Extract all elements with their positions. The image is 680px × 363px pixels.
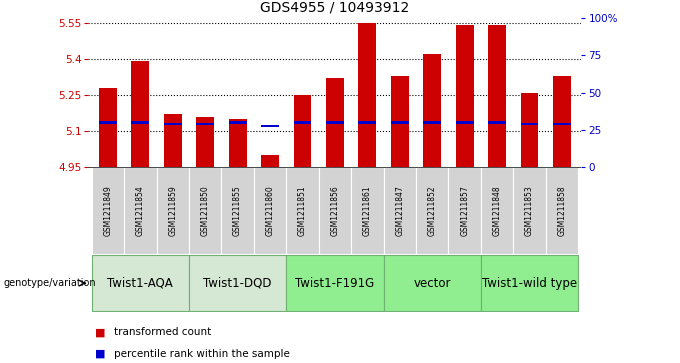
Text: GSM1211851: GSM1211851 (298, 185, 307, 236)
Text: Twist1-DQD: Twist1-DQD (203, 277, 272, 290)
Bar (488, 121, 506, 124)
Text: GSM1211860: GSM1211860 (265, 185, 275, 236)
Bar (197, 117, 214, 167)
Text: transformed count: transformed count (114, 327, 211, 337)
Text: GSM1211859: GSM1211859 (168, 185, 177, 236)
Text: vector: vector (413, 277, 451, 290)
Bar (131, 121, 149, 124)
Bar (546, 167, 578, 254)
Text: GSM1211848: GSM1211848 (492, 185, 502, 236)
Bar (553, 123, 571, 125)
Bar (92, 255, 189, 311)
Bar (513, 167, 546, 254)
Bar (456, 121, 473, 124)
Text: Twist1-AQA: Twist1-AQA (107, 277, 173, 290)
Text: GSM1211858: GSM1211858 (558, 185, 566, 236)
Bar (286, 167, 319, 254)
Bar (384, 167, 416, 254)
Bar (254, 167, 286, 254)
Bar (326, 78, 344, 167)
Title: GDS4955 / 10493912: GDS4955 / 10493912 (260, 0, 409, 14)
Text: GSM1211861: GSM1211861 (363, 185, 372, 236)
Text: GSM1211850: GSM1211850 (201, 185, 209, 236)
Bar (99, 121, 117, 124)
Bar (448, 167, 481, 254)
Bar (228, 119, 247, 167)
Bar (222, 167, 254, 254)
Text: GSM1211857: GSM1211857 (460, 185, 469, 236)
Bar (521, 123, 539, 125)
Bar (189, 255, 286, 311)
Bar (92, 167, 124, 254)
Bar (124, 167, 156, 254)
Bar (391, 121, 409, 124)
Text: genotype/variation: genotype/variation (3, 278, 96, 288)
Bar (351, 167, 384, 254)
Bar (521, 93, 539, 167)
Bar (358, 23, 376, 167)
Bar (553, 76, 571, 167)
Bar (197, 123, 214, 125)
Bar (488, 25, 506, 167)
Text: GSM1211853: GSM1211853 (525, 185, 534, 236)
Text: GSM1211854: GSM1211854 (136, 185, 145, 236)
Text: GSM1211856: GSM1211856 (330, 185, 339, 236)
Text: GSM1211852: GSM1211852 (428, 185, 437, 236)
Bar (164, 123, 182, 125)
Text: percentile rank within the sample: percentile rank within the sample (114, 349, 290, 359)
Text: GSM1211849: GSM1211849 (103, 185, 112, 236)
Bar (286, 255, 384, 311)
Bar (391, 76, 409, 167)
Bar (228, 121, 247, 124)
Bar (456, 25, 473, 167)
Text: GSM1211847: GSM1211847 (395, 185, 405, 236)
Bar (294, 95, 311, 167)
Bar (481, 167, 513, 254)
Text: ■: ■ (95, 327, 105, 337)
Text: Twist1-F191G: Twist1-F191G (295, 277, 375, 290)
Bar (319, 167, 351, 254)
Bar (131, 61, 149, 167)
Bar (416, 167, 448, 254)
Bar (164, 114, 182, 167)
Bar (481, 255, 578, 311)
Bar (261, 125, 279, 127)
Bar (189, 167, 222, 254)
Bar (384, 255, 481, 311)
Bar (423, 54, 441, 167)
Text: GSM1211855: GSM1211855 (233, 185, 242, 236)
Bar (156, 167, 189, 254)
Bar (358, 121, 376, 124)
Bar (99, 88, 117, 167)
Bar (326, 121, 344, 124)
Bar (261, 155, 279, 167)
Text: ■: ■ (95, 349, 105, 359)
Bar (294, 121, 311, 124)
Text: Twist1-wild type: Twist1-wild type (482, 277, 577, 290)
Bar (423, 121, 441, 124)
